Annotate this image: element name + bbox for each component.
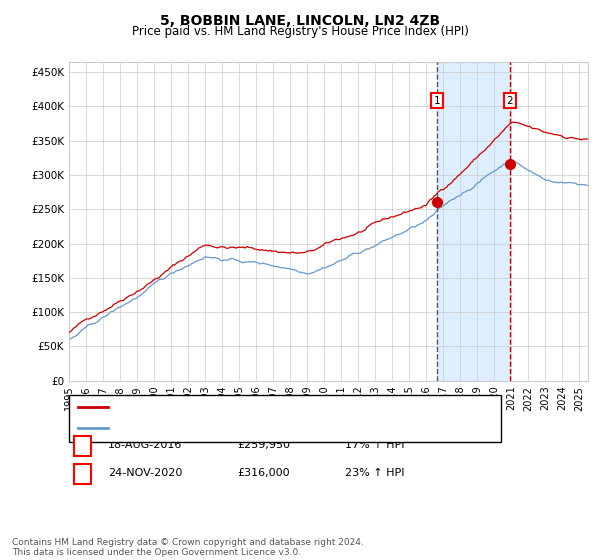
Text: Contains HM Land Registry data © Crown copyright and database right 2024.
This d: Contains HM Land Registry data © Crown c… [12,538,364,557]
Text: 5, BOBBIN LANE, LINCOLN, LN2 4ZB (detached house): 5, BOBBIN LANE, LINCOLN, LN2 4ZB (detach… [114,402,396,412]
Text: 2: 2 [79,468,86,478]
Text: 5, BOBBIN LANE, LINCOLN, LN2 4ZB: 5, BOBBIN LANE, LINCOLN, LN2 4ZB [160,14,440,28]
Text: HPI: Average price, detached house, Lincoln: HPI: Average price, detached house, Linc… [114,423,344,433]
Bar [437,62,510,381]
Text: 2: 2 [506,96,513,106]
Text: 1: 1 [79,440,86,450]
Text: 17% ↑ HPI: 17% ↑ HPI [345,440,404,450]
Text: £316,000: £316,000 [237,468,290,478]
Text: 18-AUG-2016: 18-AUG-2016 [108,440,182,450]
Text: 24-NOV-2020: 24-NOV-2020 [108,468,182,478]
Text: Price paid vs. HM Land Registry's House Price Index (HPI): Price paid vs. HM Land Registry's House … [131,25,469,38]
Text: 1: 1 [434,96,440,106]
Text: 23% ↑ HPI: 23% ↑ HPI [345,468,404,478]
Text: £259,950: £259,950 [237,440,290,450]
